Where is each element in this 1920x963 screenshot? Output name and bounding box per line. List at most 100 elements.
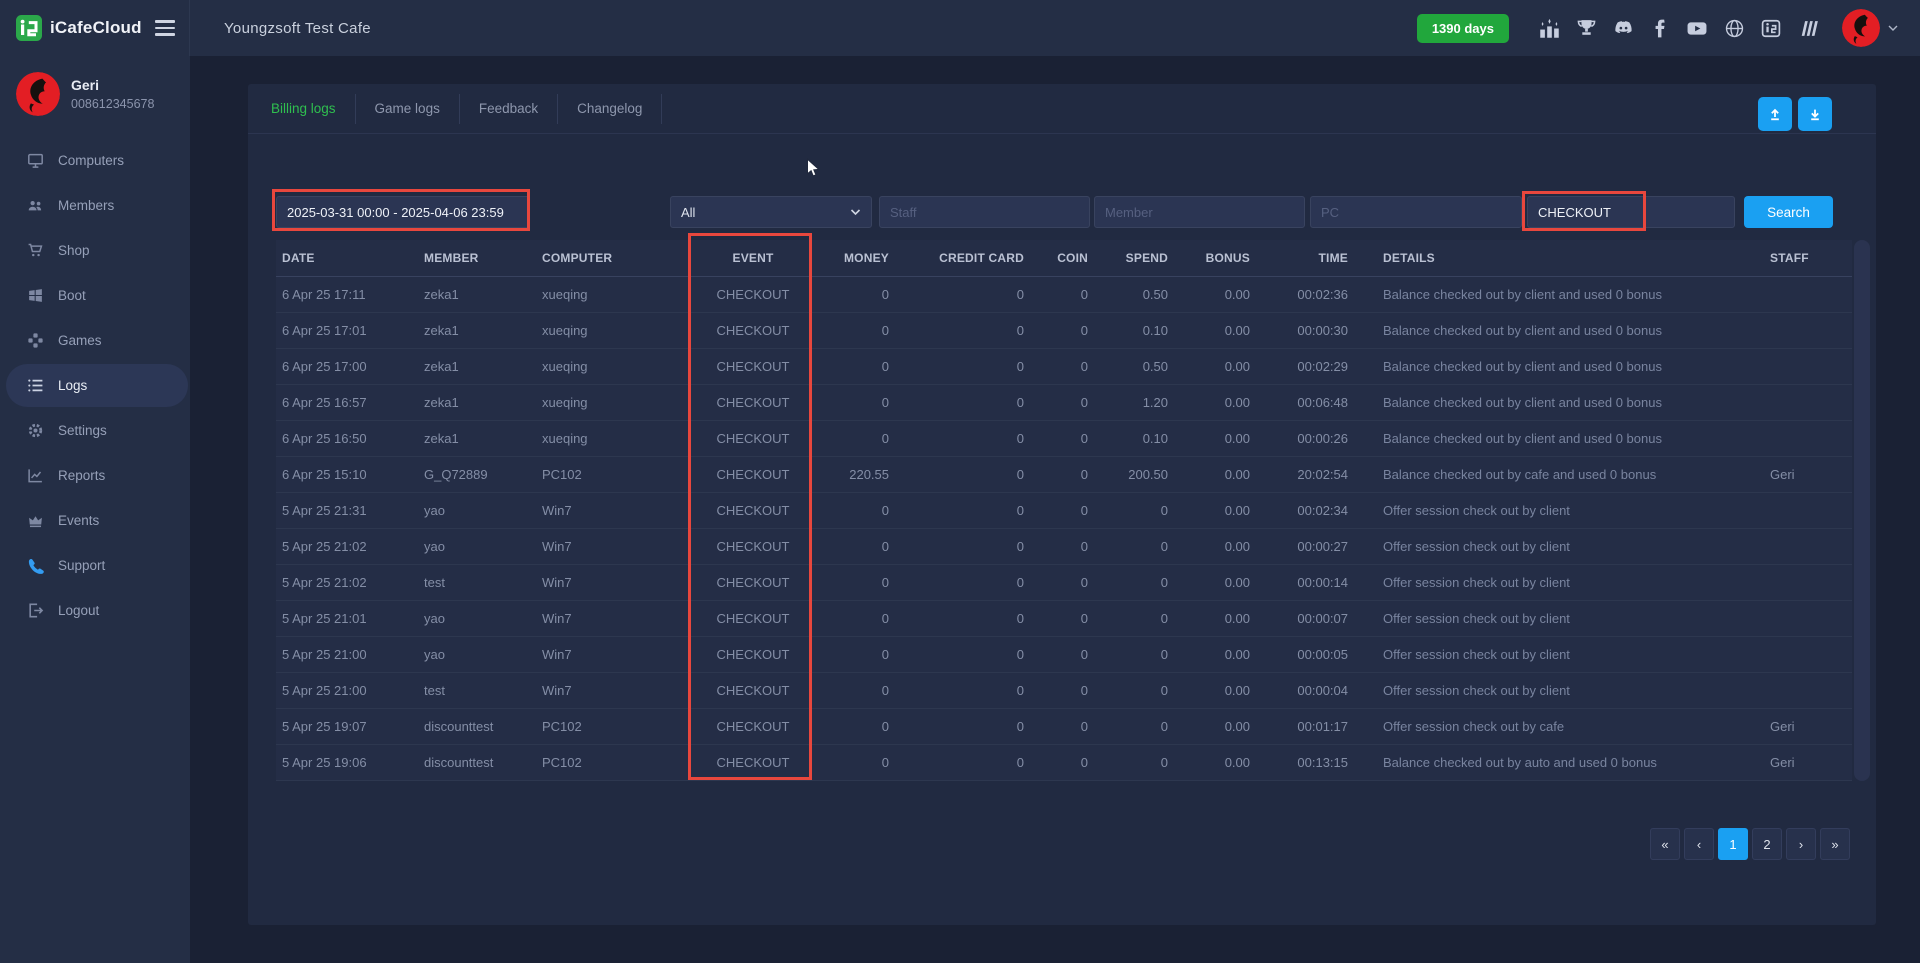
cell-time: 00:02:34 bbox=[1297, 503, 1348, 518]
sidebar-item-events[interactable]: Events bbox=[0, 498, 190, 543]
tab-game-logs[interactable]: Game logs bbox=[356, 93, 460, 124]
sidebar-item-label: Logout bbox=[58, 603, 100, 618]
pagination-page-2-button[interactable]: 2 bbox=[1752, 828, 1782, 860]
youtube-icon[interactable] bbox=[1686, 17, 1708, 39]
sidebar-item-label: Boot bbox=[58, 288, 86, 303]
column-header-event[interactable]: EVENT bbox=[732, 251, 774, 265]
cell-event: CHECKOUT bbox=[716, 719, 790, 734]
license-days-badge[interactable]: 1390 days bbox=[1416, 13, 1509, 43]
cell-date: 5 Apr 25 19:07 bbox=[282, 719, 367, 734]
cell-spend: 0 bbox=[1160, 611, 1168, 626]
cell-bonus: 0.00 bbox=[1224, 323, 1250, 338]
globe-icon[interactable] bbox=[1723, 17, 1745, 39]
event-filter-input[interactable] bbox=[1527, 196, 1735, 228]
cell-bonus: 0.00 bbox=[1224, 395, 1250, 410]
cell-credit-card: 0 bbox=[1016, 755, 1024, 770]
table-row: 5 Apr 25 19:07 discounttest PC102 CHECKO… bbox=[276, 709, 1852, 745]
trophy-icon[interactable] bbox=[1575, 17, 1597, 39]
date-range-input[interactable] bbox=[276, 196, 530, 228]
sidebar-item-settings[interactable]: Settings bbox=[0, 408, 190, 453]
sidebar-item-members[interactable]: Members bbox=[0, 183, 190, 228]
cell-member: yao bbox=[424, 503, 445, 518]
search-button[interactable]: Search bbox=[1744, 196, 1833, 228]
column-header-money[interactable]: MONEY bbox=[843, 251, 889, 265]
cell-coin: 0 bbox=[1080, 431, 1088, 446]
pagination-first-button[interactable]: « bbox=[1650, 828, 1680, 860]
column-header-computer[interactable]: COMPUTER bbox=[542, 251, 613, 265]
cell-time: 00:00:04 bbox=[1297, 683, 1348, 698]
staff-filter-input[interactable] bbox=[879, 196, 1090, 228]
sidebar-item-logs[interactable]: Logs bbox=[0, 363, 190, 408]
cell-staff: Geri bbox=[1770, 467, 1795, 482]
pagination-next-button[interactable]: › bbox=[1786, 828, 1816, 860]
column-header-staff[interactable]: STAFF bbox=[1770, 251, 1809, 265]
user-menu[interactable] bbox=[1842, 9, 1898, 47]
column-header-member[interactable]: MEMBER bbox=[424, 251, 479, 265]
log-tabs: Billing logs Game logs Feedback Changelo… bbox=[248, 84, 1876, 134]
sidebar-item-shop[interactable]: Shop bbox=[0, 228, 190, 273]
column-header-coin[interactable]: COIN bbox=[1057, 251, 1088, 265]
export-upload-button[interactable] bbox=[1758, 97, 1792, 131]
column-header-date[interactable]: DATE bbox=[282, 251, 315, 265]
cell-spend: 0.50 bbox=[1142, 287, 1168, 302]
cell-date: 5 Apr 25 21:00 bbox=[282, 683, 367, 698]
cell-coin: 0 bbox=[1080, 467, 1088, 482]
pagination-last-button[interactable]: » bbox=[1820, 828, 1850, 860]
brand-zone: iCafeCloud bbox=[0, 0, 190, 56]
main-content: Billing logs Game logs Feedback Changelo… bbox=[190, 56, 1920, 963]
tab-billing-logs[interactable]: Billing logs bbox=[252, 93, 356, 124]
discord-icon[interactable] bbox=[1612, 17, 1634, 39]
cell-computer: PC102 bbox=[542, 467, 582, 482]
event-type-select[interactable]: All bbox=[670, 196, 872, 228]
column-header-bonus[interactable]: BONUS bbox=[1205, 251, 1250, 265]
pagination-prev-button[interactable]: ‹ bbox=[1684, 828, 1714, 860]
sidebar-item-reports[interactable]: Reports bbox=[0, 453, 190, 498]
cell-member: zeka1 bbox=[424, 323, 459, 338]
sidebar-profile[interactable]: Geri 008612345678 bbox=[0, 56, 190, 130]
cell-event: CHECKOUT bbox=[716, 611, 790, 626]
cell-details: Offer session check out by client bbox=[1383, 611, 1570, 626]
table-scrollbar[interactable] bbox=[1854, 240, 1870, 781]
column-header-details[interactable]: DETAILS bbox=[1383, 251, 1435, 265]
cell-date: 6 Apr 25 16:57 bbox=[282, 395, 367, 410]
cell-money: 0 bbox=[881, 611, 889, 626]
facebook-icon[interactable] bbox=[1649, 17, 1671, 39]
column-header-spend[interactable]: SPEND bbox=[1125, 251, 1168, 265]
ranking-icon[interactable] bbox=[1538, 17, 1560, 39]
sidebar-item-boot[interactable]: Boot bbox=[0, 273, 190, 318]
events-crown-icon bbox=[26, 512, 44, 529]
cell-date: 5 Apr 25 21:00 bbox=[282, 647, 367, 662]
cell-coin: 0 bbox=[1080, 323, 1088, 338]
pagination-page-1-button[interactable]: 1 bbox=[1718, 828, 1748, 860]
column-header-time[interactable]: TIME bbox=[1318, 251, 1348, 265]
cell-details: Offer session check out by client bbox=[1383, 539, 1570, 554]
tab-changelog[interactable]: Changelog bbox=[558, 93, 663, 124]
pc-filter-input[interactable] bbox=[1310, 196, 1522, 228]
sidebar-item-computers[interactable]: Computers bbox=[0, 138, 190, 183]
cell-computer: Win7 bbox=[542, 575, 572, 590]
cell-date: 6 Apr 25 17:01 bbox=[282, 323, 367, 338]
cell-details: Offer session check out by client bbox=[1383, 647, 1570, 662]
cell-money: 0 bbox=[881, 683, 889, 698]
cell-money: 0 bbox=[881, 431, 889, 446]
icafe-icon[interactable] bbox=[1760, 17, 1782, 39]
cell-event: CHECKOUT bbox=[716, 323, 790, 338]
hamburger-menu-icon[interactable] bbox=[155, 20, 175, 36]
cell-credit-card: 0 bbox=[1016, 395, 1024, 410]
tab-feedback[interactable]: Feedback bbox=[460, 93, 559, 124]
layers-icon[interactable] bbox=[1797, 17, 1819, 39]
sidebar-item-support[interactable]: Support bbox=[0, 543, 190, 588]
cell-credit-card: 0 bbox=[1016, 611, 1024, 626]
cell-event: CHECKOUT bbox=[716, 395, 790, 410]
sidebar-item-logout[interactable]: Logout bbox=[0, 588, 190, 633]
profile-account: 008612345678 bbox=[71, 97, 155, 111]
column-header-credit-card[interactable]: CREDIT CARD bbox=[939, 251, 1024, 265]
export-download-button[interactable] bbox=[1798, 97, 1832, 131]
cell-member: zeka1 bbox=[424, 359, 459, 374]
cell-coin: 0 bbox=[1080, 395, 1088, 410]
cell-event: CHECKOUT bbox=[716, 575, 790, 590]
sidebar-item-label: Games bbox=[58, 333, 102, 348]
sidebar-item-games[interactable]: Games bbox=[0, 318, 190, 363]
member-filter-input[interactable] bbox=[1094, 196, 1305, 228]
cell-money: 0 bbox=[881, 287, 889, 302]
